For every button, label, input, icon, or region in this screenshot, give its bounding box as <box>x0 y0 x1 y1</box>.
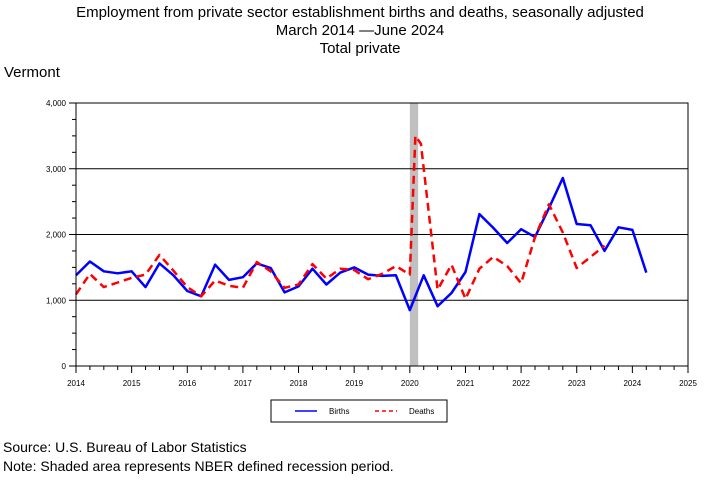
x-tick-label: 2024 <box>623 379 641 388</box>
legend-label-births: Births <box>329 407 349 416</box>
x-tick-label: 2021 <box>457 379 475 388</box>
x-tick-label: 2018 <box>290 379 308 388</box>
y-tick-label: 2,000 <box>46 231 67 240</box>
legend: Births Deaths <box>270 399 448 423</box>
legend-box <box>270 399 448 423</box>
y-tick-label: 0 <box>62 362 67 371</box>
x-tick-label: 2015 <box>123 379 141 388</box>
y-tick-label: 4,000 <box>46 99 67 108</box>
chart-title-line-1: Employment from private sector establish… <box>76 4 644 21</box>
x-tick-label: 2020 <box>401 379 419 388</box>
chart-title-line-3: Total private <box>319 40 401 57</box>
series-line-deaths <box>74 134 606 301</box>
state-label: Vermont <box>4 64 60 81</box>
source-note: Source: U.S. Bureau of Labor Statistics <box>3 439 247 455</box>
chart-title-line-2: March 2014 —June 2024 <box>275 22 445 39</box>
y-tick-label: 3,000 <box>46 165 67 174</box>
x-tick-label: 2016 <box>178 379 196 388</box>
recession-note: Note: Shaded area represents NBER define… <box>3 458 394 474</box>
axis-layer: 0 1,000 2,000 3,000 4,000 2014 2015 2016 2017 201… <box>46 99 697 388</box>
x-tick-label: 2023 <box>568 379 586 388</box>
y-tick-label: 1,000 <box>46 296 67 305</box>
x-tick-label: 2014 <box>67 379 85 388</box>
series-line-births <box>75 176 648 312</box>
series-layer <box>74 134 648 312</box>
x-tick-label: 2019 <box>345 379 363 388</box>
x-tick-label: 2025 <box>679 379 697 388</box>
x-tick-label: 2017 <box>234 379 252 388</box>
legend-label-deaths: Deaths <box>409 407 434 416</box>
x-tick-label: 2022 <box>512 379 530 388</box>
